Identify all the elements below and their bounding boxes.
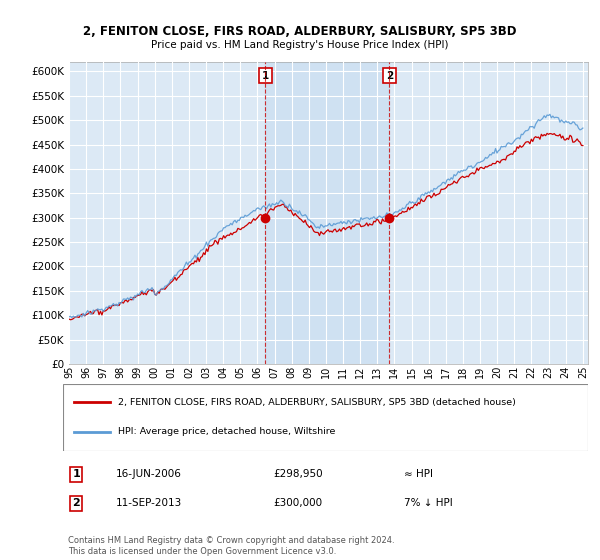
Text: 1: 1 <box>72 469 80 479</box>
Text: HPI: Average price, detached house, Wiltshire: HPI: Average price, detached house, Wilt… <box>118 427 335 436</box>
FancyBboxPatch shape <box>63 384 588 451</box>
Text: £300,000: £300,000 <box>273 498 322 508</box>
Text: 1: 1 <box>262 71 269 81</box>
Text: £298,950: £298,950 <box>273 469 323 479</box>
Text: 16-JUN-2006: 16-JUN-2006 <box>115 469 181 479</box>
Bar <box>265 62 389 364</box>
Text: 2: 2 <box>72 498 80 508</box>
Text: ≈ HPI: ≈ HPI <box>404 469 433 479</box>
Text: Price paid vs. HM Land Registry's House Price Index (HPI): Price paid vs. HM Land Registry's House … <box>151 40 449 50</box>
Text: Contains HM Land Registry data © Crown copyright and database right 2024.
This d: Contains HM Land Registry data © Crown c… <box>68 536 395 556</box>
Text: 2, FENITON CLOSE, FIRS ROAD, ALDERBURY, SALISBURY, SP5 3BD (detached house): 2, FENITON CLOSE, FIRS ROAD, ALDERBURY, … <box>118 398 516 407</box>
Text: 2, FENITON CLOSE, FIRS ROAD, ALDERBURY, SALISBURY, SP5 3BD: 2, FENITON CLOSE, FIRS ROAD, ALDERBURY, … <box>83 25 517 38</box>
Text: 7% ↓ HPI: 7% ↓ HPI <box>404 498 453 508</box>
Text: 2: 2 <box>386 71 393 81</box>
Text: 11-SEP-2013: 11-SEP-2013 <box>115 498 182 508</box>
